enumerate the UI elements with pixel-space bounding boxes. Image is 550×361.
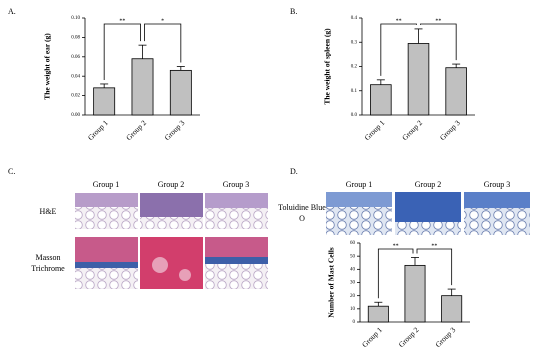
significance-label: ** <box>119 18 125 24</box>
significance-label: * <box>161 18 164 24</box>
y-tick-label: 10 <box>350 307 356 312</box>
significance-bracket <box>420 23 457 61</box>
y-tick-label: 30 <box>350 281 356 286</box>
y-tick-label: 0 <box>353 320 356 325</box>
significance-bracket <box>416 248 453 286</box>
x-tick-label: Group 1 <box>363 118 387 142</box>
image <box>140 237 203 289</box>
image <box>205 193 268 208</box>
significance-bracket <box>377 248 414 299</box>
y-tick-label: 0.08 <box>71 36 80 41</box>
significance-label: ** <box>396 18 402 24</box>
y-tick-label: 60 <box>350 241 356 246</box>
bar <box>404 264 426 323</box>
y-tick-label: 0.1 <box>351 89 358 94</box>
image <box>75 262 138 268</box>
bar <box>407 43 430 116</box>
image <box>205 237 268 257</box>
significance-bracket <box>103 23 141 80</box>
y-tick-label: 0.4 <box>351 16 358 21</box>
x-tick-label: Group 3 <box>163 118 187 142</box>
x-tick-label: Group 3 <box>438 118 462 142</box>
bar <box>445 67 467 116</box>
panel-label: C. <box>8 167 15 176</box>
image <box>179 269 191 281</box>
y-tick-label: 50 <box>350 254 356 259</box>
significance-bracket <box>144 23 182 63</box>
panel-d-images <box>326 192 530 235</box>
bar <box>367 305 389 323</box>
column-label: Group 2 <box>415 180 441 189</box>
row-label: Masson Trichrome <box>31 253 65 273</box>
image <box>326 192 392 207</box>
y-axis-label: The weight of ear (g) <box>43 33 52 100</box>
image <box>205 257 268 264</box>
bar <box>370 84 392 116</box>
y-tick-label: 0.3 <box>351 40 358 45</box>
y-tick-label: 0.06 <box>71 55 80 60</box>
bar <box>441 295 463 323</box>
y-tick-label: 0.0 <box>351 113 358 118</box>
image <box>152 257 168 273</box>
y-tick-label: 0.02 <box>71 94 80 99</box>
x-tick-label: Group 2 <box>397 325 421 349</box>
x-tick-label: Group 1 <box>360 325 384 349</box>
column-label: Group 2 <box>158 180 184 189</box>
y-axis-label: The weight of spleen (g) <box>323 28 332 105</box>
y-tick-label: 0.2 <box>351 65 358 70</box>
x-tick-label: Group 2 <box>124 118 148 142</box>
image <box>140 193 203 217</box>
panel-label: A. <box>8 7 16 16</box>
y-tick-label: 0.04 <box>71 74 80 79</box>
x-tick-label: Group 3 <box>433 325 457 349</box>
y-tick-label: 0.10 <box>71 16 80 21</box>
significance-label: ** <box>431 243 437 249</box>
significance-label: ** <box>393 243 399 249</box>
bar <box>169 69 192 116</box>
bar <box>93 87 116 116</box>
significance-bracket <box>380 23 417 76</box>
column-label: Group 3 <box>484 180 510 189</box>
column-label: Group 1 <box>346 180 372 189</box>
column-label: Group 3 <box>223 180 249 189</box>
x-tick-label: Group 1 <box>86 118 110 142</box>
row-label: H&E <box>39 207 57 216</box>
image <box>75 193 138 207</box>
panel-c-images <box>75 193 268 289</box>
image <box>464 192 530 208</box>
x-tick-label: Group 2 <box>400 118 424 142</box>
y-tick-label: 40 <box>350 267 356 272</box>
y-axis-label: Number of Mast Cells <box>327 247 336 318</box>
column-label: Group 1 <box>93 180 119 189</box>
image <box>395 222 461 235</box>
y-tick-label: 0.00 <box>71 113 80 118</box>
image <box>75 237 138 262</box>
row-label: Toluidine Blue O <box>278 203 326 223</box>
panel-label: B. <box>290 7 297 16</box>
bar <box>131 58 154 116</box>
y-tick-label: 20 <box>350 294 356 299</box>
panel-label: D. <box>290 167 298 176</box>
significance-label: ** <box>435 18 441 24</box>
